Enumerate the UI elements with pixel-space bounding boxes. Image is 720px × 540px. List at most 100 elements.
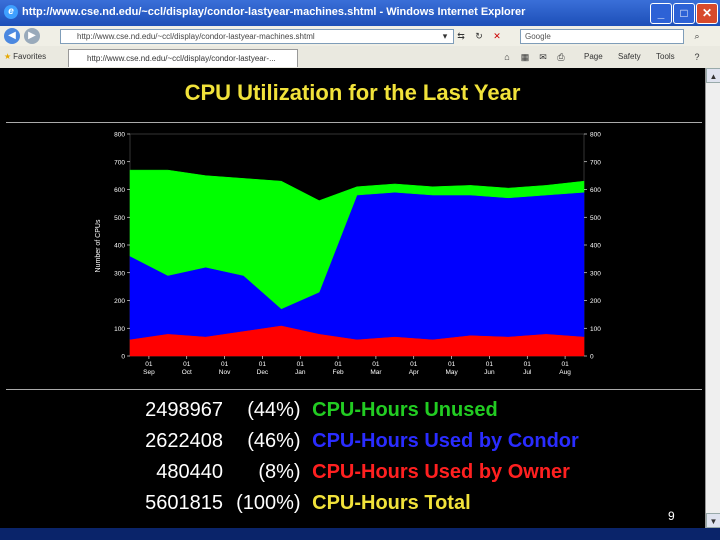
owner-percent: (8%) — [258, 461, 301, 483]
compatibility-icon[interactable]: ⇆ — [457, 31, 465, 41]
back-button[interactable]: ◀ — [4, 28, 20, 44]
top-divider — [6, 122, 702, 123]
y-tick-label-right: 700 — [590, 159, 601, 166]
status-bar — [0, 528, 720, 540]
y-axis-label: Number of CPUs — [95, 219, 102, 272]
x-tick-label-month: Jul — [523, 369, 532, 376]
address-toolbar: ◀ ▶ http://www.cse.nd.edu/~ccl/display/c… — [0, 26, 720, 47]
x-tick-label-day: 01 — [372, 361, 380, 368]
address-input[interactable]: http://www.cse.nd.edu/~ccl/display/condo… — [60, 29, 454, 44]
y-tick-label-right: 600 — [590, 187, 601, 194]
vertical-scrollbar[interactable]: ▲ ▼ — [705, 68, 720, 528]
tools-menu[interactable]: Tools — [656, 52, 675, 61]
unused-value: 2498967 — [145, 399, 223, 421]
cpu-utilization-chart: 0 100 200 300 400 500 600 700 800 0 100 200 300 400 5… — [92, 128, 612, 386]
stats-row-condor: 2622408 (46%) CPU-Hours Used by Condor — [128, 430, 579, 461]
page-title: CPU Utilization for the Last Year — [184, 80, 521, 105]
y-tick-label: 0 — [121, 354, 125, 361]
stop-icon[interactable]: ✕ — [493, 31, 501, 41]
tab-toolbar: ★ Favorites http://www.cse.nd.edu/~ccl/di… — [0, 46, 720, 69]
browser-tab[interactable]: http://www.cse.nd.edu/~ccl/display/condo… — [68, 49, 298, 67]
refresh-icon[interactable]: ↻ — [475, 31, 483, 41]
owner-value: 480440 — [156, 461, 223, 483]
bottom-divider — [6, 389, 702, 390]
mail-icon[interactable]: ✉ — [539, 52, 547, 62]
x-tick-label-month: Apr — [409, 369, 420, 376]
y-axis-right: 0 100 200 300 400 500 600 700 800 — [584, 132, 601, 361]
x-tick-label-day: 01 — [145, 361, 153, 368]
condor-value: 2622408 — [145, 430, 223, 452]
safety-menu[interactable]: Safety — [618, 52, 641, 61]
stats-row-unused: 2498967 (44%) CPU-Hours Unused — [128, 399, 579, 430]
forward-button[interactable]: ▶ — [24, 28, 40, 44]
x-tick-label-month: Jan — [295, 369, 306, 376]
scroll-down-button[interactable]: ▼ — [706, 513, 720, 528]
y-axis: 0 100 200 300 400 500 600 700 800 — [114, 132, 130, 361]
y-tick-label-right: 800 — [590, 132, 601, 139]
x-tick-label-month: Dec — [257, 369, 269, 376]
home-icon[interactable]: ⌂ — [504, 52, 510, 62]
maximize-button[interactable]: □ — [673, 3, 695, 24]
y-tick-label: 400 — [114, 243, 125, 250]
search-input[interactable]: Google — [520, 29, 684, 44]
x-tick-label-month: Mar — [370, 369, 382, 376]
dropdown-arrow-icon[interactable]: ▾ — [442, 31, 448, 41]
stats-summary: 2498967 (44%) CPU-Hours Unused 2622408 (… — [128, 399, 579, 523]
y-tick-label-right: 0 — [590, 354, 594, 361]
x-tick-label-day: 01 — [561, 361, 569, 368]
x-tick-label-day: 01 — [259, 361, 267, 368]
page-content: CPU Utilization for the Last Year 0 100 20… — [0, 68, 720, 528]
x-tick-label-month: Jun — [484, 369, 495, 376]
x-tick-label-month: May — [445, 369, 458, 376]
y-tick-label: 800 — [114, 132, 125, 139]
x-tick-label-day: 01 — [221, 361, 229, 368]
x-tick-label-month: Feb — [332, 369, 344, 376]
y-tick-label: 700 — [114, 159, 125, 166]
x-tick-label-day: 01 — [297, 361, 305, 368]
stats-row-total: 5601815 (100%) CPU-Hours Total — [128, 492, 579, 523]
y-tick-label: 500 — [114, 215, 125, 222]
scroll-up-button[interactable]: ▲ — [706, 68, 720, 83]
x-tick-label-day: 01 — [524, 361, 532, 368]
unused-label: CPU-Hours Unused — [312, 399, 498, 421]
favorites-button[interactable]: ★ Favorites — [4, 52, 46, 61]
total-value: 5601815 — [145, 492, 223, 514]
close-button[interactable]: ✕ — [696, 3, 718, 24]
condor-percent: (46%) — [247, 430, 301, 452]
x-tick-label-day: 01 — [183, 361, 191, 368]
plot-area — [129, 133, 585, 357]
x-tick-label-day: 01 — [448, 361, 456, 368]
y-tick-label-right: 200 — [590, 298, 601, 305]
feeds-icon[interactable]: ▦ — [520, 52, 530, 62]
x-tick-label-day: 01 — [486, 361, 494, 368]
page-number: 9 — [668, 509, 675, 523]
y-tick-label-right: 400 — [590, 243, 601, 250]
page-menu[interactable]: Page — [584, 52, 603, 61]
y-tick-label: 200 — [114, 298, 125, 305]
x-tick-label-month: Sep — [143, 369, 155, 376]
condor-label: CPU-Hours Used by Condor — [312, 430, 579, 452]
x-axis: 01Sep01Oct01Nov01Dec01Jan01Feb01Mar01Apr… — [143, 356, 571, 376]
stats-row-owner: 480440 (8%) CPU-Hours Used by Owner — [128, 461, 579, 492]
print-icon[interactable]: ⎙ — [557, 52, 565, 62]
y-tick-label: 100 — [114, 326, 125, 333]
help-icon[interactable]: ? — [694, 52, 700, 62]
favorites-label: Favorites — [13, 52, 47, 61]
total-label: CPU-Hours Total — [312, 492, 471, 514]
series-area-3 — [129, 169, 585, 310]
y-tick-label: 300 — [114, 270, 125, 277]
x-tick-label-day: 01 — [410, 361, 418, 368]
y-tick-label-right: 500 — [590, 215, 601, 222]
x-tick-label-day: 01 — [334, 361, 342, 368]
window-title: http://www.cse.nd.edu/~ccl/display/condo… — [22, 6, 526, 18]
minimize-button[interactable]: _ — [650, 3, 672, 24]
y-tick-label: 600 — [114, 187, 125, 194]
search-icon[interactable]: ⌕ — [694, 31, 700, 41]
x-tick-label-month: Oct — [182, 369, 192, 376]
total-percent: (100%) — [236, 492, 301, 514]
y-tick-label-right: 300 — [590, 270, 601, 277]
internet-explorer-icon: e — [4, 5, 18, 19]
window-title-bar: e http://www.cse.nd.edu/~ccl/display/con… — [0, 0, 720, 26]
owner-label: CPU-Hours Used by Owner — [312, 461, 570, 483]
y-tick-label-right: 100 — [590, 326, 601, 333]
